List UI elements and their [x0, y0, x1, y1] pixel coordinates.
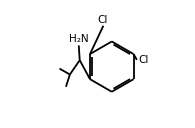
Text: Cl: Cl	[138, 55, 148, 65]
Text: Cl: Cl	[97, 15, 108, 25]
Text: H₂N: H₂N	[69, 34, 89, 44]
